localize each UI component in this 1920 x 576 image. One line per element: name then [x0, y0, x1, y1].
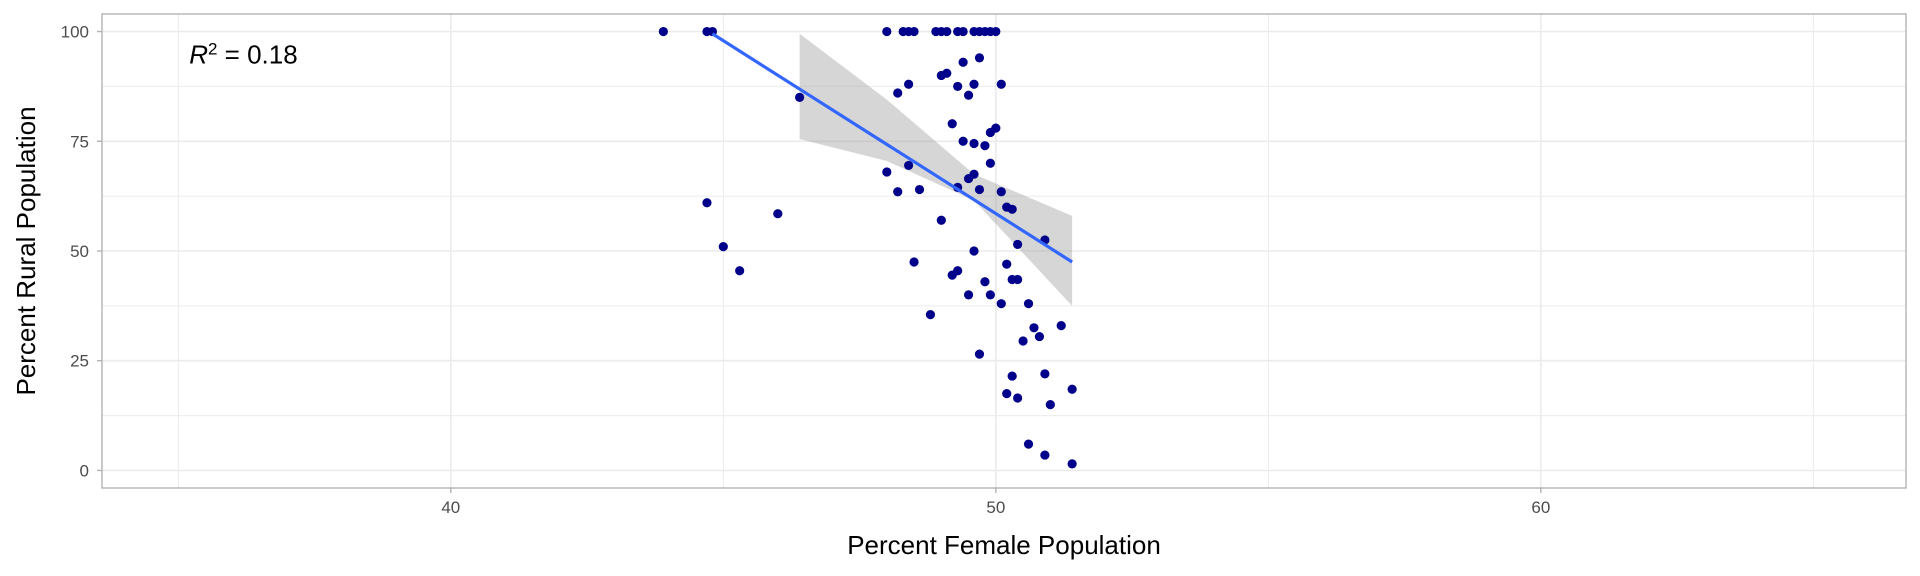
data-point [942, 26, 952, 37]
data-point [969, 246, 979, 256]
data-point [1013, 393, 1023, 403]
r-squared-exponent: 2 [208, 39, 217, 58]
y-axis-title: Percent Rural Population [11, 106, 41, 395]
regression-line [711, 32, 1073, 264]
x-tick-label: 50 [986, 498, 1005, 517]
data-point [1007, 371, 1017, 381]
data-point [996, 187, 1006, 197]
data-point [963, 290, 974, 300]
data-point [1067, 384, 1077, 394]
data-point [882, 26, 892, 37]
y-tick-label: 100 [61, 23, 89, 42]
r-squared-value: = 0.18 [217, 39, 297, 69]
y-tick-label: 75 [70, 132, 89, 151]
data-point [942, 68, 952, 78]
data-point [893, 187, 903, 197]
data-point [974, 349, 985, 359]
data-point [1013, 274, 1023, 285]
points-layer [658, 26, 1077, 469]
data-point [969, 169, 979, 179]
data-point [980, 277, 990, 287]
trend-line-layer [711, 32, 1073, 264]
data-point [702, 198, 712, 208]
y-tick-label: 25 [70, 352, 89, 371]
data-point [958, 57, 968, 67]
data-point [953, 81, 963, 92]
x-tick-label: 60 [1531, 498, 1550, 517]
r-squared-annotation: R2 = 0.18 [189, 39, 297, 70]
data-point [909, 26, 919, 37]
data-point [1002, 259, 1012, 269]
data-point [1029, 323, 1039, 333]
y-tick-label: 50 [70, 242, 89, 261]
data-point [969, 79, 979, 89]
data-point [985, 158, 995, 168]
data-point [991, 123, 1001, 133]
data-point [1034, 331, 1045, 342]
data-point [1002, 389, 1012, 399]
data-point [1040, 450, 1050, 460]
data-point [882, 167, 892, 177]
data-point [1056, 321, 1066, 331]
data-point [893, 88, 903, 98]
grid-major [102, 14, 1906, 488]
data-point [980, 141, 990, 151]
data-point [1007, 204, 1017, 214]
data-point [1040, 369, 1050, 379]
data-point [996, 79, 1006, 89]
data-point [996, 299, 1006, 309]
data-point [904, 79, 914, 89]
data-point [958, 26, 968, 37]
data-point [1023, 299, 1034, 309]
data-point [1067, 459, 1077, 469]
data-point [947, 119, 957, 129]
data-point [953, 266, 963, 276]
data-point [904, 160, 914, 171]
confidence-ribbon [799, 33, 1073, 306]
data-point [658, 26, 668, 37]
data-point [1045, 400, 1055, 410]
data-point [1013, 239, 1023, 250]
data-point [795, 92, 805, 102]
x-axis-title: Percent Female Population [847, 530, 1161, 560]
data-point [1018, 336, 1028, 346]
data-point [974, 184, 985, 195]
data-point [1023, 439, 1034, 449]
confidence-ribbon-layer [799, 33, 1073, 306]
data-point [974, 53, 985, 63]
data-point [958, 136, 968, 146]
data-point [735, 266, 745, 276]
r-squared-symbol: R [189, 39, 208, 69]
data-point [985, 290, 995, 300]
data-point [773, 209, 783, 219]
data-point [718, 242, 728, 252]
y-tick-label: 0 [80, 461, 89, 480]
data-point [991, 26, 1001, 37]
data-point [925, 310, 936, 320]
data-point [969, 138, 979, 149]
y-tick-layer: 0 25 50 75 100 [61, 23, 102, 480]
data-point [909, 257, 919, 267]
data-point [914, 184, 925, 195]
data-point [963, 90, 974, 100]
x-tick-layer: 40 50 60 [441, 488, 1550, 517]
x-tick-label: 40 [441, 498, 460, 517]
data-point [936, 215, 946, 225]
